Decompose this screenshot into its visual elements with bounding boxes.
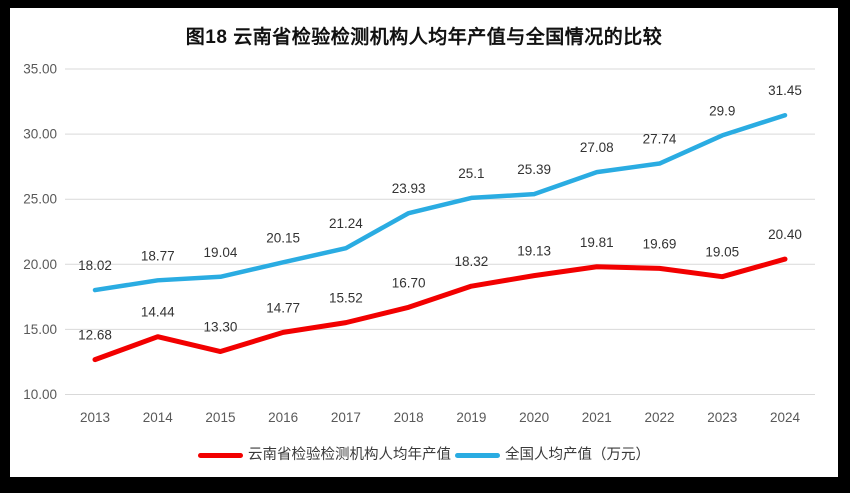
y-axis-tick-label: 35.00: [23, 62, 57, 77]
data-label: 12.68: [78, 328, 112, 343]
x-axis-tick-label: 2013: [80, 410, 110, 425]
x-axis-tick-label: 2016: [268, 410, 298, 425]
data-label: 25.39: [517, 162, 551, 177]
series-line-1: [92, 112, 788, 293]
x-axis-tick-label: 2023: [707, 410, 737, 425]
legend-swatch-red-line: [198, 452, 243, 458]
legend-label-national: 全国人均产值（万元）: [505, 447, 650, 463]
data-labels-series-1: 18.02 18.77 19.04 20.15 21.24 23.93 25.1 25.39 2…: [78, 83, 802, 273]
data-label: 31.45: [768, 83, 802, 98]
x-axis-tick-label: 2021: [582, 410, 612, 425]
data-labels-series-0: 12.68 14.44 13.30 14.77 15.52 16.70 18.32 19.13…: [78, 227, 802, 343]
x-axis-tick-label: 2017: [331, 410, 361, 425]
legend-item-yunnan: 云南省检验检测机构人均年产值: [198, 444, 451, 466]
data-label: 20.15: [266, 230, 300, 245]
y-axis-tick-label: 25.00: [23, 192, 57, 207]
data-label: 15.52: [329, 291, 363, 306]
legend-swatch-blue-line: [455, 452, 500, 458]
chart-title: 图18 云南省检验检测机构人均年产值与全国情况的比较: [185, 27, 663, 48]
gridlines: 35.00 30.00 25.00 20.00 15.00 10.00: [23, 62, 815, 402]
legend-label-yunnan: 云南省检验检测机构人均年产值: [248, 447, 451, 463]
y-axis-tick-label: 15.00: [23, 322, 57, 337]
x-axis-tick-label: 2014: [143, 410, 174, 425]
x-axis-tick-label: 2019: [456, 410, 486, 425]
data-label: 18.32: [454, 254, 488, 269]
y-axis-tick-label: 10.00: [23, 387, 57, 402]
data-label: 19.04: [204, 245, 238, 260]
data-label: 25.1: [458, 166, 484, 181]
y-axis-tick-label: 20.00: [23, 257, 57, 272]
data-label: 23.93: [392, 181, 426, 196]
chart-canvas: 图18 云南省检验检测机构人均年产值与全国情况的比较: [10, 8, 838, 477]
y-axis-tick-label: 30.00: [23, 127, 57, 142]
legend: 云南省检验检测机构人均年产值 全国人均产值（万元）: [10, 444, 838, 466]
data-label: 20.40: [768, 227, 802, 242]
legend-item-national: 全国人均产值（万元）: [455, 444, 650, 466]
data-label: 14.44: [141, 305, 175, 320]
x-axis-tick-label: 2015: [205, 410, 235, 425]
data-label: 13.30: [204, 320, 238, 335]
data-label: 19.05: [705, 245, 739, 260]
data-label: 16.70: [392, 275, 426, 290]
data-label: 27.74: [643, 132, 677, 147]
x-axis-tick-label: 2020: [519, 410, 549, 425]
data-label: 19.13: [517, 244, 551, 259]
x-axis-tick-label: 2018: [394, 410, 424, 425]
data-label: 19.69: [643, 236, 677, 251]
data-label: 27.08: [580, 140, 614, 155]
data-label: 19.81: [580, 235, 614, 250]
data-label: 21.24: [329, 216, 363, 231]
data-label: 29.9: [709, 103, 735, 118]
x-axis-tick-label: 2022: [645, 410, 675, 425]
data-label: 18.77: [141, 248, 175, 263]
series-line-0: [92, 256, 788, 363]
data-label: 14.77: [266, 300, 300, 315]
data-label: 18.02: [78, 258, 112, 273]
x-axis-tick-label: 2024: [770, 410, 801, 425]
x-axis-labels: 2013 2014 2015 2016 2017 2018 2019 2020 2021 2022…: [80, 410, 801, 425]
